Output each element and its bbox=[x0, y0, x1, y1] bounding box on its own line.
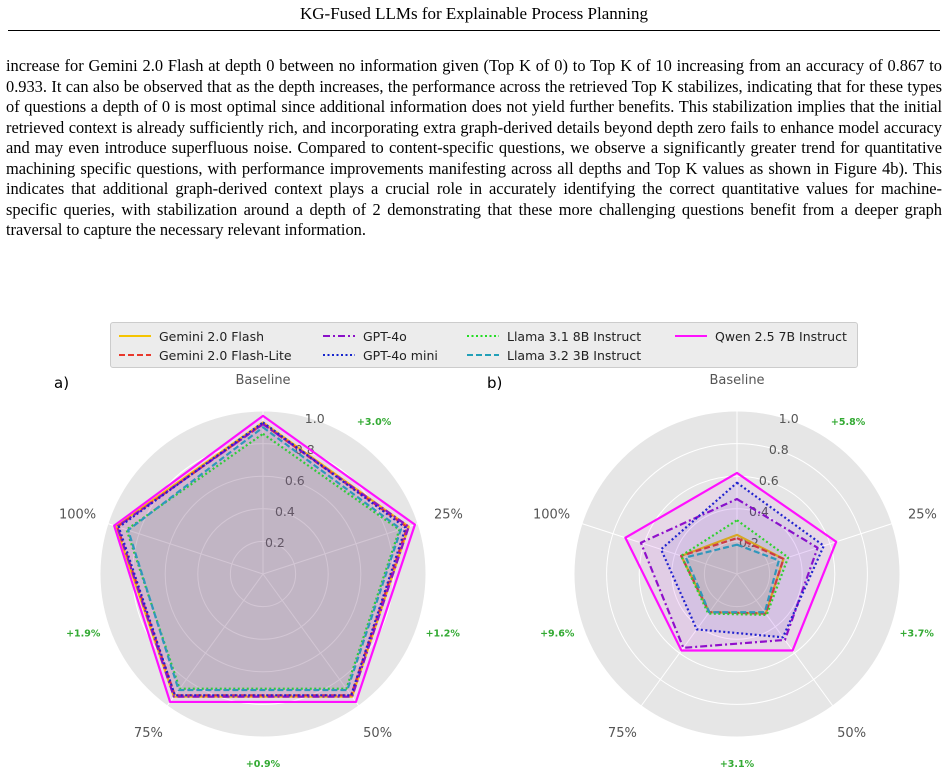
series-line bbox=[680, 537, 785, 615]
radar-spoke bbox=[107, 523, 264, 575]
legend-line-icon bbox=[675, 335, 707, 337]
radial-tick-label: 1.0 bbox=[779, 411, 799, 426]
radar-chart-a: 0.2 0.4 0.6 0.8 1.0 Baseline 25% 50% 75% 100% +3.0… bbox=[59, 373, 463, 770]
axis-category-label: 75% bbox=[134, 726, 163, 741]
axis-category-label: 50% bbox=[363, 726, 392, 741]
legend-line-icon bbox=[467, 335, 499, 337]
axis-category-label: 75% bbox=[608, 726, 637, 741]
axis-category-label: 25% bbox=[908, 508, 937, 523]
legend-line-icon bbox=[119, 354, 151, 356]
improvement-label: +9.6% bbox=[540, 628, 575, 639]
radial-tick-label: 0.6 bbox=[285, 473, 305, 488]
radial-tick-label: 0.6 bbox=[759, 473, 779, 488]
figure-legend: Gemini 2.0 Flash Gemini 2.0 Flash-Lite G… bbox=[110, 322, 858, 368]
improvement-label: +1.9% bbox=[66, 628, 101, 639]
legend-line-icon bbox=[323, 335, 355, 337]
legend-entry: Llama 3.2 3B Instruct bbox=[467, 346, 641, 364]
radial-tick-label: 0.4 bbox=[275, 504, 295, 519]
legend-entry: Gemini 2.0 Flash bbox=[119, 327, 264, 345]
radar-spoke bbox=[262, 523, 419, 575]
legend-entry: GPT-4o bbox=[323, 327, 407, 345]
series-line bbox=[624, 471, 838, 652]
series-line bbox=[127, 426, 403, 692]
improvement-label: +3.7% bbox=[900, 628, 935, 639]
series-line bbox=[125, 432, 401, 690]
improvement-label: +3.1% bbox=[720, 759, 755, 770]
legend-label: GPT-4o mini bbox=[363, 347, 438, 363]
axis-category-label: Baseline bbox=[709, 373, 764, 388]
legend-label: Gemini 2.0 Flash-Lite bbox=[159, 347, 292, 363]
series-line bbox=[639, 497, 819, 649]
panel-label-b: b) bbox=[487, 374, 503, 392]
legend-label: Qwen 2.5 7B Instruct bbox=[715, 328, 847, 344]
running-header: KG-Fused LLMs for Explainable Process Pl… bbox=[300, 4, 648, 23]
radar-spoke bbox=[581, 523, 738, 575]
radar-spoke bbox=[166, 573, 264, 707]
header-rule bbox=[8, 30, 940, 31]
legend-label: Llama 3.1 8B Instruct bbox=[507, 328, 642, 344]
series-line bbox=[117, 421, 407, 697]
legend-label: GPT-4o bbox=[363, 328, 407, 344]
improvement-label: +5.8% bbox=[831, 417, 866, 428]
radar-chart-b: 0.20.40.60.81.0Baseline25%50%75%100%+5.8… bbox=[533, 373, 937, 770]
legend-entry: Qwen 2.5 7B Instruct bbox=[675, 327, 847, 345]
improvement-label: +3.0% bbox=[357, 417, 392, 428]
legend-entry: Llama 3.1 8B Instruct bbox=[467, 327, 641, 345]
panel-label-a: a) bbox=[54, 374, 70, 392]
axis-category-label: Baseline bbox=[235, 373, 290, 388]
legend-line-icon bbox=[467, 354, 499, 356]
axis-category-label: 100% bbox=[533, 508, 570, 523]
radial-tick-label: 0.8 bbox=[769, 442, 789, 457]
series-line bbox=[684, 543, 780, 614]
axis-category-label: 25% bbox=[434, 508, 463, 523]
series-line bbox=[113, 414, 417, 704]
radar-spoke bbox=[736, 523, 893, 575]
radial-tick-label: 1.0 bbox=[305, 411, 325, 426]
radar-spoke bbox=[262, 573, 360, 707]
improvement-label: +1.2% bbox=[426, 628, 461, 639]
improvement-label: +0.9% bbox=[246, 759, 281, 770]
legend-label: Gemini 2.0 Flash bbox=[159, 328, 265, 344]
legend-line-icon bbox=[119, 335, 151, 337]
series-line bbox=[680, 519, 790, 616]
radar-spoke bbox=[640, 573, 738, 707]
legend-label: Llama 3.2 3B Instruct bbox=[507, 347, 642, 363]
legend-entry: Gemini 2.0 Flash-Lite bbox=[119, 346, 292, 364]
body-paragraph: increase for Gemini 2.0 Flash at depth 0… bbox=[6, 56, 942, 239]
legend-entry: GPT-4o mini bbox=[323, 346, 438, 364]
radial-tick-label: 0.8 bbox=[295, 442, 315, 457]
axis-category-label: 50% bbox=[837, 726, 866, 741]
legend-line-icon bbox=[323, 354, 355, 356]
axis-category-label: 100% bbox=[59, 508, 96, 523]
radial-tick-label: 0.2 bbox=[265, 535, 285, 550]
series-line bbox=[116, 422, 410, 698]
